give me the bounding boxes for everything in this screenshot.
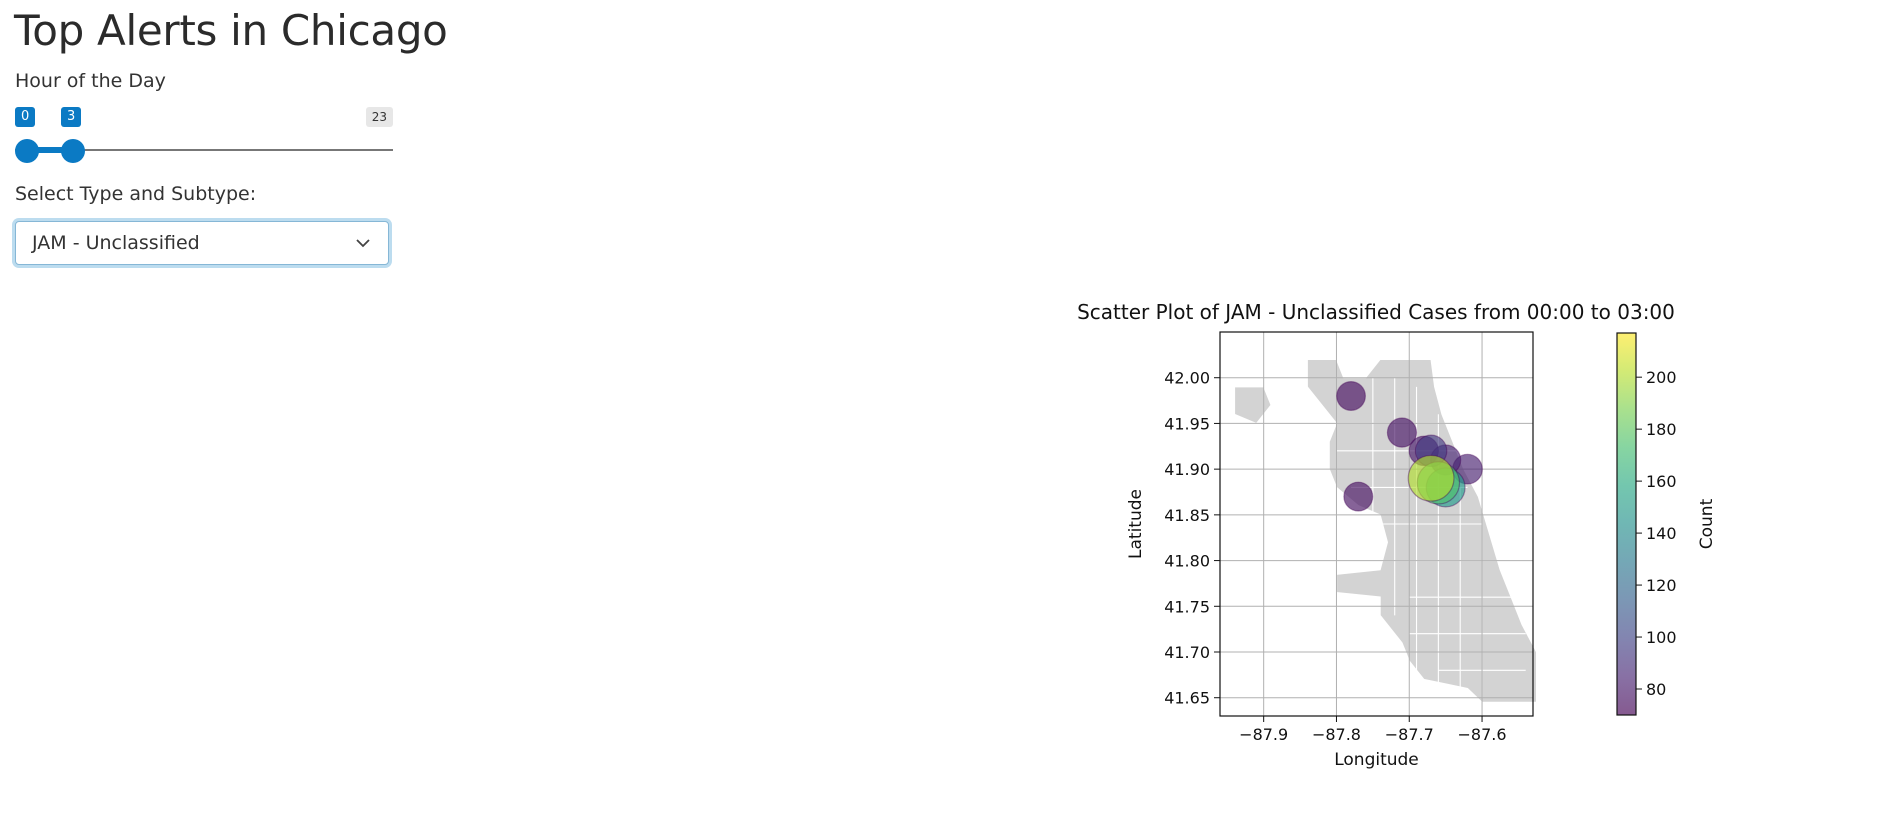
y-tick-label: 41.95 (1164, 414, 1210, 433)
slider-max-value-badge: 23 (365, 107, 393, 127)
y-tick-label: 41.85 (1164, 506, 1210, 525)
plot-grid (1220, 332, 1533, 716)
select-label: Select Type and Subtype: (15, 183, 257, 205)
select-value: JAM - Unclassified (32, 232, 200, 254)
y-tick-label: 41.70 (1164, 643, 1210, 662)
page-title: Top Alerts in Chicago (14, 6, 448, 55)
x-tick-label: −87.9 (1239, 725, 1288, 744)
x-tick-label: −87.6 (1458, 725, 1507, 744)
y-tick-label: 41.75 (1164, 597, 1210, 616)
hour-range-slider[interactable]: 0 3 23 (15, 107, 393, 167)
scatter-chart: Scatter Plot of JAM - Unclassified Cases… (1077, 300, 1717, 770)
chicago-map-shape (1306, 358, 1538, 703)
y-axis-label: Latitude (1126, 489, 1146, 559)
colorbar-tick-label: 100 (1646, 628, 1677, 647)
type-subtype-select[interactable]: JAM - Unclassified (15, 221, 389, 265)
x-tick-label: −87.8 (1312, 725, 1361, 744)
x-axis-label: Longitude (1334, 750, 1419, 770)
colorbar-tick-label: 120 (1646, 576, 1677, 595)
scatter-point (1386, 417, 1418, 448)
scatter-point (1407, 454, 1455, 502)
colorbar (1616, 332, 1637, 716)
scatter-point (1343, 481, 1374, 512)
slider-low-handle[interactable] (15, 139, 39, 163)
chart-title: Scatter Plot of JAM - Unclassified Cases… (1077, 300, 1675, 324)
slider-high-handle[interactable] (61, 139, 85, 163)
colorbar-tick-label: 180 (1646, 420, 1677, 439)
slider-high-value-badge: 3 (61, 107, 82, 127)
colorbar-tick-label: 80 (1646, 680, 1666, 699)
chevron-down-icon (356, 239, 370, 248)
colorbar-tick-label: 200 (1646, 368, 1677, 387)
colorbar-label: Count (1697, 498, 1717, 549)
slider-low-value-badge: 0 (15, 107, 36, 127)
y-tick-label: 42.00 (1164, 369, 1210, 388)
plot-frame (1219, 331, 1534, 717)
y-tick-label: 41.80 (1164, 552, 1210, 571)
slider-track[interactable] (15, 149, 393, 151)
x-tick-label: −87.7 (1385, 725, 1434, 744)
colorbar-tick-label: 140 (1646, 524, 1677, 543)
colorbar-tick-label: 160 (1646, 472, 1677, 491)
scatter-point (1336, 381, 1366, 411)
y-tick-label: 41.65 (1164, 689, 1210, 708)
slider-label: Hour of the Day (15, 70, 166, 92)
slider-range-fill (27, 147, 73, 153)
y-tick-label: 41.90 (1164, 460, 1210, 479)
